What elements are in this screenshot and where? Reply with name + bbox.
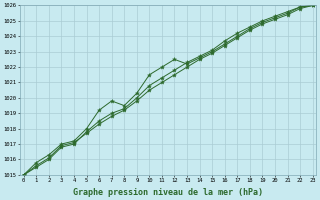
X-axis label: Graphe pression niveau de la mer (hPa): Graphe pression niveau de la mer (hPa) [73,188,263,197]
